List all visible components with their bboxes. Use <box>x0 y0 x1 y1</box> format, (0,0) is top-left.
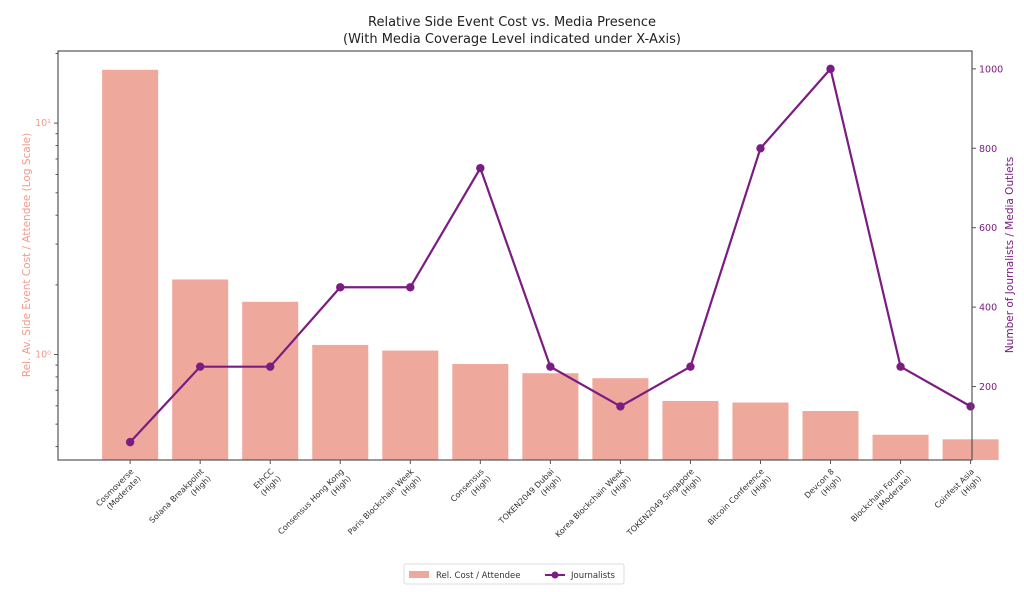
left-axis-label: Rel. Av. Side Event Cost / Attendee (Log… <box>21 133 33 377</box>
journalists-point <box>616 402 625 411</box>
legend-line-marker <box>551 571 559 579</box>
bar <box>382 350 439 460</box>
x-tick-label: Korea Blockchain Week(High) <box>554 467 633 546</box>
x-tick-label: Blockchain Forum(Moderate) <box>849 467 913 531</box>
x-tick-label: Consensus Hong Kong(High) <box>276 467 352 543</box>
x-tick-label: TOKEN2049 Dubai(High) <box>497 467 563 533</box>
left-tick-label: 10¹ <box>35 118 51 129</box>
journalists-point <box>266 362 275 371</box>
bar <box>592 378 649 460</box>
bar <box>102 69 159 460</box>
right-tick-label: 800 <box>979 144 997 155</box>
right-tick-label: 400 <box>979 303 997 314</box>
journalists-point <box>476 163 485 173</box>
bar <box>312 344 369 460</box>
journalists-point <box>546 362 555 371</box>
right-axis-label: Number of Journalists / Media Outlets <box>1004 157 1016 353</box>
x-tick-label: Paris Blockchain Week(High) <box>346 467 423 544</box>
bar <box>942 439 999 460</box>
x-tick-label: Solana Breakpoint(High) <box>148 467 213 532</box>
x-tick-label: EthCC(High) <box>252 467 283 498</box>
bar <box>242 301 299 460</box>
right-tick-label: 200 <box>979 382 997 393</box>
bar <box>802 410 859 460</box>
x-tick-label: Cosmoverse(Moderate) <box>94 467 142 515</box>
bar <box>732 402 789 460</box>
journalists-point <box>125 437 135 447</box>
legend-bar-swatch <box>409 571 429 578</box>
chart-subtitle: (With Media Coverage Level indicated und… <box>343 32 681 47</box>
x-tick-label: Devcon 8(High) <box>803 467 843 507</box>
journalists-point <box>686 362 695 371</box>
bar <box>452 363 509 460</box>
journalists-point <box>826 64 835 74</box>
plot-frame <box>57 50 973 461</box>
legend-box <box>403 563 625 585</box>
journalists-point <box>966 402 975 411</box>
journalists-point <box>406 283 415 292</box>
legend: Rel. Cost / Attendee Journalists <box>403 563 625 585</box>
x-tick-label: Coinfest Asia(High) <box>933 467 983 517</box>
legend-line-label: Journalists <box>570 571 616 581</box>
journalists-point <box>336 283 345 292</box>
legend-bar-label: Rel. Cost / Attendee <box>436 571 521 581</box>
bar <box>522 373 579 460</box>
journalists-point <box>756 144 765 153</box>
x-tick-label: Consensus(High) <box>449 467 493 511</box>
x-tick-label: Bitcoin Conference(High) <box>706 467 773 534</box>
x-tick-label: TOKEN2049 Singapore(High) <box>625 467 703 545</box>
bar <box>872 434 929 460</box>
right-tick-label: 1000 <box>979 64 1003 75</box>
bar <box>662 400 719 460</box>
right-tick-label: 600 <box>979 223 997 234</box>
journalists-point <box>896 362 905 371</box>
journalists-point <box>195 362 205 371</box>
chart-title: Relative Side Event Cost vs. Media Prese… <box>368 15 656 30</box>
left-tick-label: 10⁰ <box>35 350 51 361</box>
